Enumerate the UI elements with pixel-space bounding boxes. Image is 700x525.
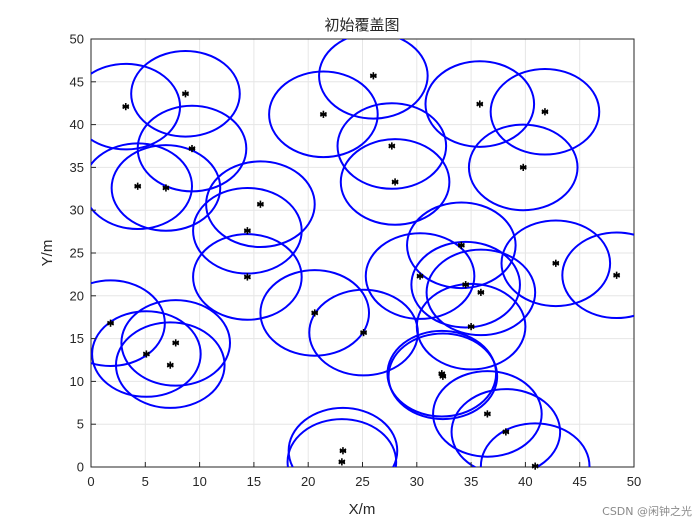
node-marker: [439, 372, 447, 380]
coverage-circle: [120, 299, 232, 387]
y-axis-label: Y/m: [39, 240, 56, 267]
coverage-circle: [318, 39, 429, 120]
node-marker: [457, 241, 465, 249]
node-marker: [388, 142, 396, 150]
node-marker: [462, 281, 470, 289]
y-tick-label: 30: [70, 203, 84, 218]
node-marker: [243, 227, 251, 235]
node-marker: [107, 319, 115, 327]
node-marker: [476, 100, 484, 108]
coverage-circle: [450, 388, 562, 467]
coverage-circle: [130, 49, 241, 138]
y-tick-label: 0: [77, 460, 84, 475]
coverage-circle: [500, 219, 612, 308]
coverage-circle: [406, 201, 517, 290]
coverage-circle: [339, 138, 451, 226]
x-tick-label: 50: [627, 474, 641, 489]
chart-title: 初始覆盖图: [324, 16, 399, 34]
coverage-circle: [561, 231, 634, 320]
coverage-circle: [336, 102, 448, 190]
x-tick-label: 20: [301, 474, 315, 489]
x-axis-label: X/m: [349, 501, 376, 518]
coverage-circle: [415, 282, 527, 371]
y-tick-label: 50: [70, 32, 84, 47]
node-marker: [613, 271, 621, 279]
coverage-circle: [410, 240, 521, 329]
node-marker: [360, 329, 368, 337]
node-marker: [541, 108, 549, 116]
node-marker: [319, 110, 327, 118]
node-marker: [531, 462, 539, 470]
node-marker: [477, 288, 485, 296]
coverage-circle: [489, 67, 601, 156]
node-marker: [552, 259, 560, 267]
node-marker: [339, 447, 347, 455]
x-tick-label: 35: [464, 474, 478, 489]
coverage-circle: [91, 310, 202, 398]
coverage-circle: [467, 123, 579, 212]
node-marker: [467, 323, 475, 331]
y-tick-label: 5: [77, 417, 84, 432]
node-marker: [166, 361, 174, 369]
y-tick-label: 35: [70, 160, 84, 175]
node-marker: [188, 144, 196, 153]
coverage-circle: [364, 232, 476, 320]
node-marker: [391, 178, 399, 186]
node-marker: [256, 200, 264, 208]
coverage-circle: [424, 60, 536, 148]
node-marker: [172, 339, 180, 347]
x-tick-label: 5: [142, 474, 149, 489]
x-tick-label: 30: [410, 474, 424, 489]
x-tick-label: 40: [518, 474, 532, 489]
x-tick-label: 25: [355, 474, 369, 489]
node-marker: [162, 184, 170, 192]
watermark-text: CSDN @闲钟之光: [602, 505, 692, 518]
coverage-circle: [268, 70, 379, 159]
y-tick-label: 45: [70, 74, 84, 89]
node-marker: [416, 272, 424, 280]
node-marker: [519, 163, 527, 171]
node-marker: [134, 182, 142, 190]
node-marker: [369, 72, 377, 80]
node-marker: [502, 428, 510, 436]
y-tick-label: 15: [70, 331, 84, 346]
y-tick-label: 10: [70, 374, 84, 389]
node-marker: [122, 103, 130, 111]
coverage-circle: [91, 142, 193, 231]
x-tick-label: 0: [87, 474, 94, 489]
node-marker: [338, 458, 346, 466]
coverage-circles: [91, 39, 634, 467]
y-tick-label: 20: [70, 288, 84, 303]
coverage-circle: [286, 418, 398, 467]
coverage-circle: [479, 422, 591, 467]
node-marker: [181, 90, 189, 98]
x-tick-label: 15: [247, 474, 261, 489]
y-tick-label: 40: [70, 117, 84, 132]
coverage-circle: [110, 144, 222, 232]
coverage-circle: [259, 269, 371, 357]
node-marker: [243, 273, 251, 281]
x-tick-label: 45: [572, 474, 586, 489]
coverage-circle: [432, 370, 543, 458]
coverage-circle: [425, 248, 537, 337]
x-tick-label: 10: [192, 474, 206, 489]
node-marker: [311, 309, 319, 317]
coverage-circle: [114, 321, 226, 409]
y-tick-label: 25: [70, 246, 84, 261]
y-axis-ticks: 0 5 10 15 20 25 30 35 40 45 50: [70, 32, 96, 475]
x-axis-ticks: 0 5 10 15 20 25 30 35 40 45 50: [87, 462, 641, 489]
coverage-circle: [387, 332, 499, 421]
node-marker: [142, 350, 150, 358]
node-marker: [483, 410, 491, 418]
node-markers: [107, 72, 621, 470]
